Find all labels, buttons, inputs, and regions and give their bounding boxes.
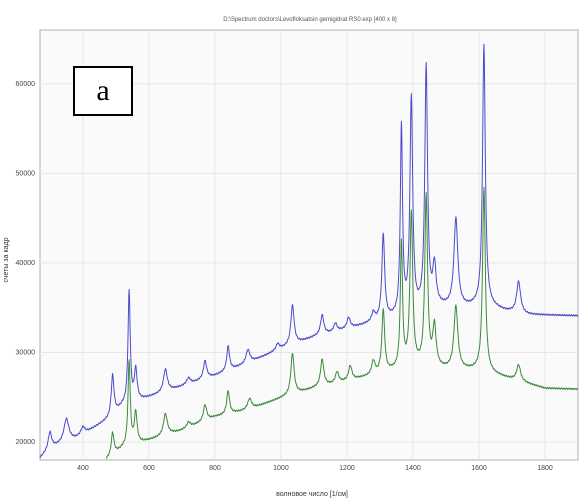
grid-lines bbox=[40, 30, 578, 460]
tick-labels: 400 600 800 1000 1200 1400 1600 1800 20000 30000 4… bbox=[16, 81, 553, 472]
y-tick-label: 60000 bbox=[16, 81, 36, 88]
chart-title: D:\Spectrum doctors\Levofloksatsin gemig… bbox=[223, 17, 397, 23]
x-axis-label: волновое число [1/см] bbox=[276, 491, 348, 498]
x-tick-label: 800 bbox=[209, 465, 221, 472]
y-tick-label: 30000 bbox=[16, 350, 36, 357]
spectrum-line-1 bbox=[39, 43, 579, 459]
y-tick-label: 40000 bbox=[16, 260, 36, 267]
x-tick-label: 400 bbox=[77, 465, 89, 472]
x-tick-label: 600 bbox=[143, 465, 155, 472]
x-tick-label: 1200 bbox=[339, 465, 355, 472]
y-tick-label: 20000 bbox=[16, 439, 36, 446]
y-tick-label: 50000 bbox=[16, 170, 36, 177]
panel-label: a bbox=[73, 66, 133, 116]
x-tick-label: 1400 bbox=[405, 465, 421, 472]
y-axis-label: счеты за кадр bbox=[3, 237, 10, 282]
spectrum-line-2 bbox=[105, 186, 579, 459]
x-tick-label: 1800 bbox=[537, 465, 553, 472]
x-tick-label: 1000 bbox=[273, 465, 289, 472]
x-tick-label: 1600 bbox=[471, 465, 487, 472]
series-layer bbox=[39, 43, 579, 459]
